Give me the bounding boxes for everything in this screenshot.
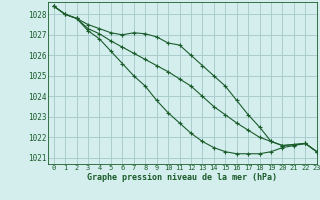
X-axis label: Graphe pression niveau de la mer (hPa): Graphe pression niveau de la mer (hPa) (87, 173, 277, 182)
